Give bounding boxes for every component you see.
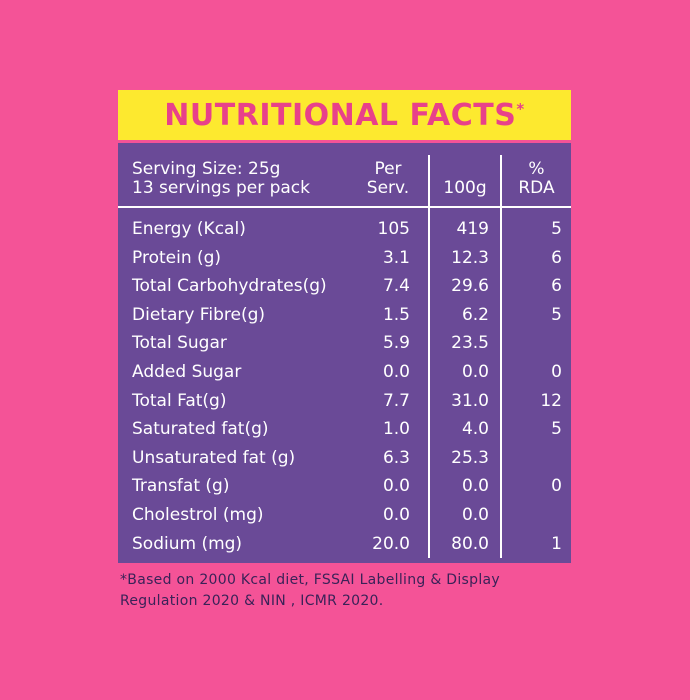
col-100g-header: 100g bbox=[443, 178, 487, 198]
per-100g-value: 23.5 bbox=[451, 333, 489, 354]
nutrient-name: Sodium (mg) bbox=[132, 533, 243, 554]
per-serving-value: 6.3 bbox=[382, 447, 410, 468]
per-serving-value: 7.7 bbox=[382, 390, 410, 411]
per-100g-value: 12.3 bbox=[451, 247, 489, 268]
per-100g-value: 25.3 bbox=[451, 447, 489, 468]
rda-value: 12 bbox=[540, 390, 562, 411]
nutrient-name: Transfat (g) bbox=[132, 476, 230, 497]
per-serving-value: 105 bbox=[377, 219, 410, 239]
per-serving-value: 7.4 bbox=[382, 276, 410, 297]
footnote-line-2: Regulation 2020 & NIN , ICMR 2020. bbox=[120, 593, 384, 609]
col-rda-header-1: % bbox=[528, 159, 545, 179]
nutrient-name: Cholestrol (mg) bbox=[132, 505, 264, 525]
rda-value: 0 bbox=[551, 476, 562, 497]
col-per-serv-header-1: Per bbox=[374, 159, 402, 179]
per-serving-value: 0.0 bbox=[382, 362, 410, 382]
column-divider-2 bbox=[500, 155, 502, 558]
nutrient-name: Energy (Kcal) bbox=[132, 219, 246, 239]
rda-value: 1 bbox=[551, 533, 562, 554]
rda-value: 5 bbox=[551, 219, 562, 239]
rda-value: 6 bbox=[551, 247, 562, 268]
per-100g-value: 4.0 bbox=[461, 419, 489, 440]
nutrient-name: Total Fat(g) bbox=[132, 390, 227, 411]
title-banner: NUTRITIONAL FACTS* bbox=[118, 90, 571, 140]
nutrient-name: Saturated fat(g) bbox=[132, 419, 269, 440]
title-text: NUTRITIONAL FACTS bbox=[164, 97, 517, 133]
servings-per-pack-label: 13 servings per pack bbox=[132, 178, 310, 198]
rda-value: 6 bbox=[551, 276, 562, 297]
serving-size-label: Serving Size: 25g bbox=[132, 159, 281, 179]
rda-value: 5 bbox=[551, 419, 562, 440]
col-per-serv-header-2: Serv. bbox=[366, 178, 410, 198]
per-100g-value: 31.0 bbox=[451, 390, 489, 411]
nutrient-name: Total Sugar bbox=[132, 333, 227, 354]
per-100g-value: 419 bbox=[456, 219, 489, 239]
per-serving-value: 0.0 bbox=[382, 505, 410, 525]
title-asterisk: * bbox=[516, 99, 525, 118]
per-100g-value: 29.6 bbox=[451, 276, 489, 297]
per-100g-value: 80.0 bbox=[451, 533, 489, 554]
rda-value: 0 bbox=[551, 362, 562, 382]
nutrient-name: Dietary Fibre(g) bbox=[132, 304, 265, 325]
footnote: *Based on 2000 Kcal diet, FSSAI Labellin… bbox=[120, 570, 590, 612]
per-serving-value: 1.5 bbox=[382, 304, 410, 325]
per-serving-value: 0.0 bbox=[382, 476, 410, 497]
rda-value: 5 bbox=[551, 304, 562, 325]
footnote-line-1: *Based on 2000 Kcal diet, FSSAI Labellin… bbox=[120, 572, 500, 588]
per-100g-value: 6.2 bbox=[461, 304, 489, 325]
nutrition-table: Serving Size: 25g 13 servings per pack P… bbox=[118, 143, 571, 563]
column-divider-1 bbox=[428, 155, 430, 558]
nutrient-name: Unsaturated fat (g) bbox=[132, 447, 296, 468]
per-100g-value: 0.0 bbox=[461, 476, 489, 497]
nutrient-name: Protein (g) bbox=[132, 247, 222, 268]
per-serving-value: 1.0 bbox=[382, 419, 410, 440]
per-serving-value: 5.9 bbox=[382, 333, 410, 354]
per-100g-value: 0.0 bbox=[461, 505, 489, 525]
page-title: NUTRITIONAL FACTS* bbox=[164, 98, 524, 133]
per-100g-value: 0.0 bbox=[461, 362, 489, 382]
col-rda-header-2: RDA bbox=[518, 178, 555, 198]
per-serving-value: 20.0 bbox=[372, 533, 410, 554]
header-divider bbox=[118, 206, 571, 208]
nutrient-name: Total Carbohydrates(g) bbox=[132, 276, 327, 297]
nutrient-name: Added Sugar bbox=[132, 362, 242, 382]
per-serving-value: 3.1 bbox=[382, 247, 410, 268]
